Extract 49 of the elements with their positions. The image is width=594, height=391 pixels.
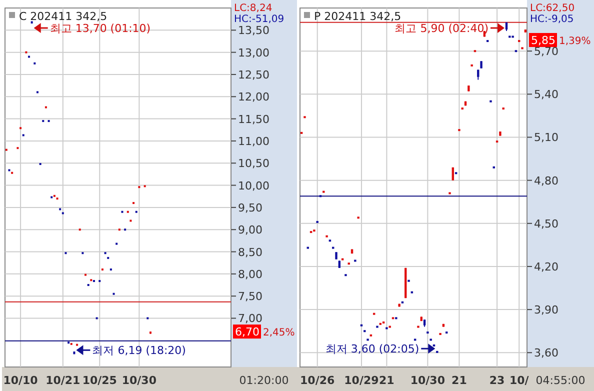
chart-title: P 202411 342,5 xyxy=(314,10,402,23)
y-tick-label: 4,50 xyxy=(534,217,558,230)
x-tick-label: 10/25 xyxy=(82,374,117,387)
y-tick-label: 5,70 xyxy=(534,45,558,58)
y-tick-label: 10,50 xyxy=(238,157,270,170)
text: 1,39% xyxy=(559,36,591,47)
y-tick-label: 7,50 xyxy=(238,290,262,304)
y-tick-label: 3,60 xyxy=(534,346,558,360)
y-tick-label: 7,00 xyxy=(238,312,262,326)
annotation: 최저 3,60 (02:05) xyxy=(325,342,420,356)
x-tick-label: 10/21 xyxy=(46,374,80,387)
y-tick-label: 9,00 xyxy=(238,224,262,237)
text: 5,85 xyxy=(531,34,556,47)
text: 2,45% xyxy=(263,328,295,339)
x-tick-label: 10/30 xyxy=(122,374,157,387)
x-tick-label: 23 xyxy=(489,374,505,387)
y-tick-label: 5,10 xyxy=(534,131,558,144)
x-tick-label: 21 xyxy=(379,374,394,387)
x-tick-label: 10/30 xyxy=(410,374,446,387)
text: 01:20:00 xyxy=(239,374,289,387)
x-tick-label: 21 xyxy=(452,374,467,387)
y-tick-label: 11,00 xyxy=(238,134,270,148)
y-tick-label: 4,20 xyxy=(534,260,558,274)
x-tick-label: 10/ xyxy=(509,374,530,387)
y-tick-label: 12,00 xyxy=(238,90,270,104)
y-tick-label: 12,50 xyxy=(238,68,270,82)
y-tick-label: 5,40 xyxy=(534,88,558,102)
annotation: 최고 5,90 (02:40) xyxy=(394,22,489,35)
annotation: 최고 13,70 (01:10) xyxy=(50,22,151,35)
x-tick-label: 10/26 xyxy=(300,374,335,387)
chart-title: C 202411 342,5 xyxy=(19,10,108,23)
y-tick-label: 10,00 xyxy=(238,179,270,192)
y-tick-label: 13,00 xyxy=(238,46,270,60)
x-tick-label: 10/10 xyxy=(3,374,38,387)
text: LC:8,24 xyxy=(234,3,272,14)
text: 6,70 xyxy=(235,326,260,339)
y-tick-label: 8,50 xyxy=(238,246,262,259)
y-tick-label: 9,50 xyxy=(238,201,262,214)
text: 04:55:00 xyxy=(536,374,586,387)
y-tick-label: 4,80 xyxy=(534,174,558,188)
y-tick-label: 11,50 xyxy=(238,112,270,126)
annotation: 최저 6,19 (18:20) xyxy=(92,344,186,358)
y-tick-label: 13,50 xyxy=(238,24,270,38)
text: LC:62,50 xyxy=(530,3,575,14)
x-tick-label: 10/29 xyxy=(344,374,379,387)
text: HC:-9,05 xyxy=(530,14,574,25)
y-tick-label: 3,90 xyxy=(534,304,558,317)
y-tick-label: 8,00 xyxy=(238,268,262,281)
text: HC:-51,09 xyxy=(234,14,284,25)
